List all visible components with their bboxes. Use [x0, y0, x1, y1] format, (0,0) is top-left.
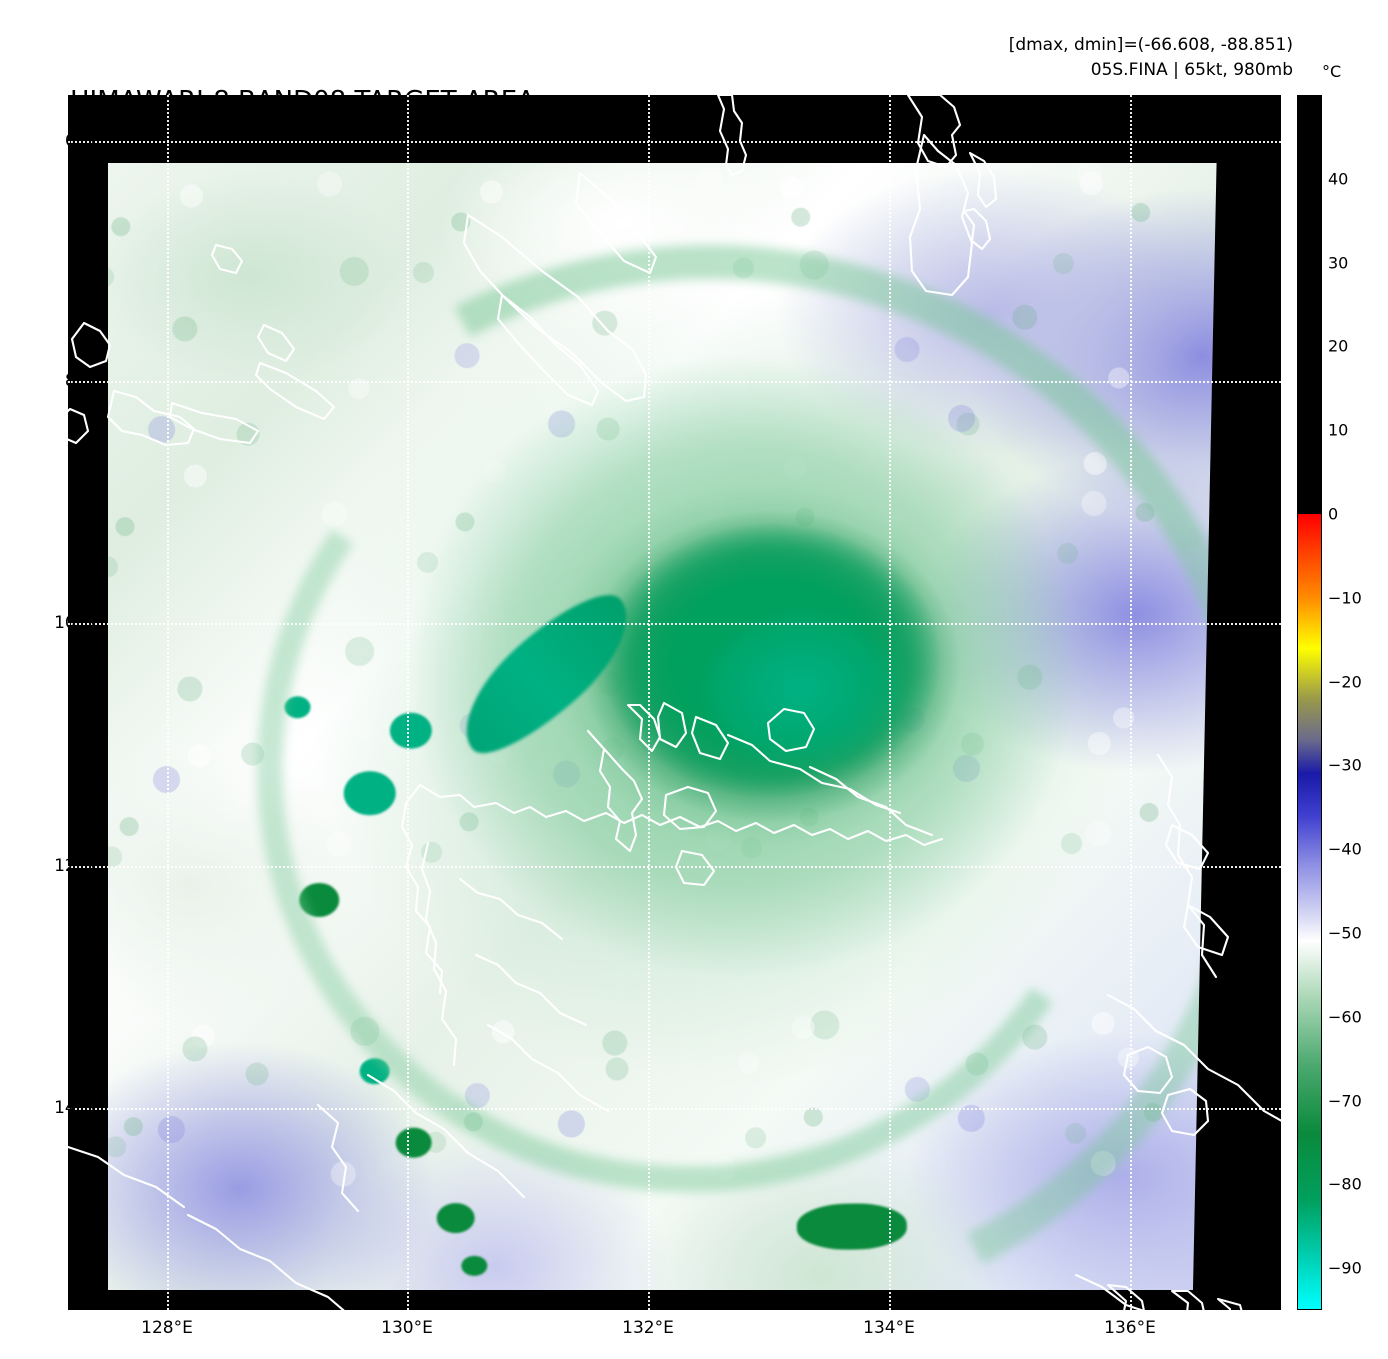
coastline-peninsula [626, 703, 662, 753]
coastline-bay [766, 707, 816, 753]
coastline-island [254, 361, 336, 421]
colorbar-tick-label: 10 [1328, 420, 1349, 440]
colorbar-tick-label: −90 [1328, 1258, 1362, 1278]
colorbar-tick-label: −30 [1328, 755, 1362, 775]
coastline-segment [366, 1073, 526, 1199]
colorbar-tick-label: −50 [1328, 923, 1362, 943]
coastline-island [256, 323, 296, 363]
coastline-island [716, 95, 748, 177]
axis-label-latitude: 12°S [54, 856, 95, 876]
colorbar-tick-label: −40 [1328, 839, 1362, 859]
gridline-longitude [1130, 95, 1132, 1310]
coastline-island [574, 171, 658, 275]
axis-label-longitude: 136°E [1104, 1318, 1156, 1338]
swath-edge-mask [1205, 1145, 1281, 1310]
colorbar-tick-label: 30 [1328, 253, 1349, 273]
coastline-east [1164, 823, 1210, 871]
coastline-island [210, 243, 244, 275]
gridline-latitude [68, 866, 1281, 868]
gridline-longitude [167, 95, 169, 1310]
coastline-peninsula [656, 701, 688, 749]
colorbar-tick-label: 0 [1328, 504, 1339, 524]
colorbar-unit-label: °C [1322, 62, 1342, 81]
swath-edge-mask [68, 95, 1281, 161]
coastline-island [106, 389, 196, 447]
colorbar-tick-label: 40 [1328, 169, 1349, 189]
coastline-segment [486, 1023, 610, 1113]
axis-label-latitude: 6°S [64, 131, 95, 151]
swath-edge-mask [68, 95, 108, 1310]
coastline-segment [316, 1103, 360, 1213]
gridline-latitude [68, 623, 1281, 625]
coastline-peninsula [690, 715, 730, 761]
colorbar-tick-label: −80 [1328, 1174, 1362, 1194]
coastline-island [1106, 1283, 1145, 1310]
coastline-segment [458, 877, 564, 941]
colorbar-tick-label: −20 [1328, 672, 1362, 692]
coastline-east [1074, 1273, 1145, 1310]
gridline-latitude [68, 141, 1281, 143]
gridline-latitude [68, 1108, 1281, 1110]
colorbar-tick-label: −70 [1328, 1091, 1362, 1111]
colorbar-tick-label: −10 [1328, 588, 1362, 608]
coastline-bay [674, 849, 716, 887]
coastline-segment [808, 765, 934, 837]
coastline-east [1106, 993, 1281, 1122]
coastline-north-australia [418, 783, 944, 847]
swath-edge-mask [68, 1290, 1281, 1310]
gridline-latitude [68, 381, 1281, 383]
coastline-island [908, 133, 974, 297]
storm-info-label: 05S.FINA | 65kt, 980mb [1090, 59, 1293, 80]
coastline-island [1170, 1289, 1205, 1310]
coastline-island [68, 407, 90, 445]
coastline-segment [68, 1145, 186, 1209]
axis-label-longitude: 130°E [381, 1318, 433, 1338]
coastline-island [1216, 1297, 1243, 1310]
coastline-island [70, 321, 112, 369]
satellite-image-plot: Copyright © 2020-2025 Dapiya [68, 95, 1281, 1310]
coastline-segment [726, 733, 902, 815]
coastline-segment [400, 783, 444, 995]
axis-label-longitude: 134°E [863, 1318, 915, 1338]
gridline-longitude [648, 95, 650, 1310]
coastline-island [968, 151, 998, 209]
coastline-segment [474, 953, 588, 1027]
coastline-bay [662, 785, 718, 831]
coastline-island [496, 293, 600, 407]
colorbar-gradient [1298, 96, 1321, 1309]
colorbar [1297, 95, 1322, 1310]
colorbar-tick-label: 20 [1328, 336, 1349, 356]
coastline-east [1160, 1087, 1210, 1137]
coastline-peninsula [586, 729, 644, 853]
coastline-overlay [68, 95, 1281, 1310]
coastline-segment [186, 1213, 345, 1310]
axis-label-longitude: 128°E [141, 1318, 193, 1338]
coastline-segment [420, 841, 458, 1067]
colorbar-tick-label: −60 [1328, 1007, 1362, 1027]
coastline-island [906, 95, 962, 169]
metadata-block: [dmax, dmin]=(-66.608, -88.851) 05S.FINA… [1009, 33, 1293, 82]
axis-label-latitude: 10°S [54, 613, 95, 633]
axis-label-latitude: 14°S [54, 1098, 95, 1118]
gridline-longitude [407, 95, 409, 1310]
coastline-east [1122, 1045, 1174, 1095]
coastline-island [168, 401, 260, 445]
coastline-east [1182, 903, 1230, 957]
axis-label-latitude: 8°S [64, 371, 95, 391]
data-minmax-label: [dmax, dmin]=(-66.608, -88.851) [1008, 35, 1293, 55]
gridline-longitude [889, 95, 891, 1310]
axis-label-longitude: 132°E [622, 1318, 674, 1338]
coastline-island [962, 207, 992, 251]
coastline-island [462, 213, 648, 403]
